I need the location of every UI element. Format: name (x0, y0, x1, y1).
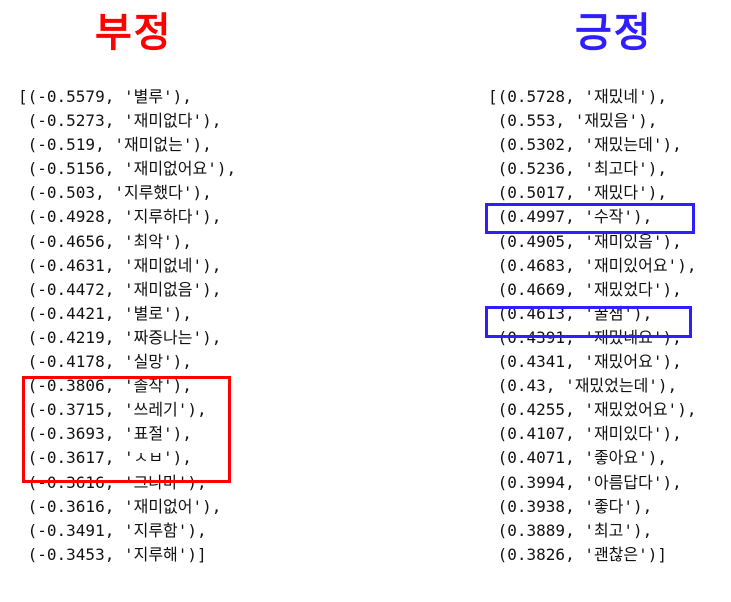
list-item: (-0.3715, '쓰레기'), (18, 400, 207, 420)
list-item: (-0.4656, '최악'), (18, 231, 192, 251)
list-item: (-0.4631, '재미없네'), (18, 255, 222, 275)
list-item: (-0.3806, '졸작'), (18, 376, 192, 396)
negative-heading: 부정 (95, 10, 173, 56)
list-item: (0.4107, '재미있다'), (488, 424, 682, 444)
list-item: (-0.3617, 'ㅅㅂ'), (18, 448, 192, 468)
list-item: (-0.5156, '재미없어요'), (18, 159, 237, 179)
list-item: (-0.3616, '재미없어'), (18, 496, 222, 516)
list-item: (0.5017, '재밌다'), (488, 183, 668, 203)
list-item: (0.553, '재밌음'), (488, 111, 658, 131)
list-item: (-0.4219, '짜증나는'), (18, 327, 222, 347)
list-item: (-0.3693, '표절'), (18, 424, 192, 444)
list-item: (0.3826, '괜찮은')] (488, 544, 668, 564)
positive-highlight-box (485, 203, 695, 234)
positive-word-list: [(0.5728, '재밌네'), (0.553, '재밌음'), (0.530… (488, 85, 696, 567)
list-item: (-0.4421, '별로'), (18, 303, 192, 323)
list-item: (-0.3453, '지루해')] (18, 544, 207, 564)
negative-highlight-box (22, 376, 231, 483)
list-item: [(-0.5579, '별루'), (18, 87, 192, 106)
list-item: (0.4669, '재밌었다'), (488, 279, 682, 299)
list-item: (0.5236, '최고다'), (488, 159, 668, 179)
list-item: (0.4905, '재미있음'), (488, 231, 682, 251)
list-item: (-0.4472, '재미없음'), (18, 279, 222, 299)
list-item: (0.4255, '재밌었어요'), (488, 400, 697, 420)
list-item: (-0.3491, '지루함'), (18, 520, 207, 540)
list-item: (-0.5273, '재미없다'), (18, 111, 222, 131)
list-item: (0.43, '재밌었는데'), (488, 376, 678, 396)
list-item: (0.4683, '재미있어요'), (488, 255, 697, 275)
list-item: (0.5302, '재밌는데'), (488, 135, 682, 155)
list-item: (-0.4928, '지루하다'), (18, 207, 222, 227)
positive-highlight-box (485, 306, 692, 338)
list-item: (-0.519, '재미없는'), (18, 135, 212, 155)
list-item: (0.3938, '좋다'), (488, 496, 653, 516)
list-item: (0.4071, '좋아요'), (488, 448, 668, 468)
list-item: (0.4997, '수작'), (488, 207, 653, 227)
list-item: (0.3994, '아름답다'), (488, 472, 682, 492)
negative-word-list: [(-0.5579, '별루'), (-0.5273, '재미없다'), (-0… (18, 85, 236, 567)
positive-heading: 긍정 (575, 10, 653, 56)
list-item: (-0.4178, '실망'), (18, 352, 192, 372)
list-item: [(0.5728, '재밌네'), (488, 87, 668, 106)
list-item: (0.4341, '재밌어요'), (488, 352, 682, 372)
list-item: (-0.503, '지루했다'), (18, 183, 212, 203)
list-item: (0.3889, '최고'), (488, 520, 653, 540)
